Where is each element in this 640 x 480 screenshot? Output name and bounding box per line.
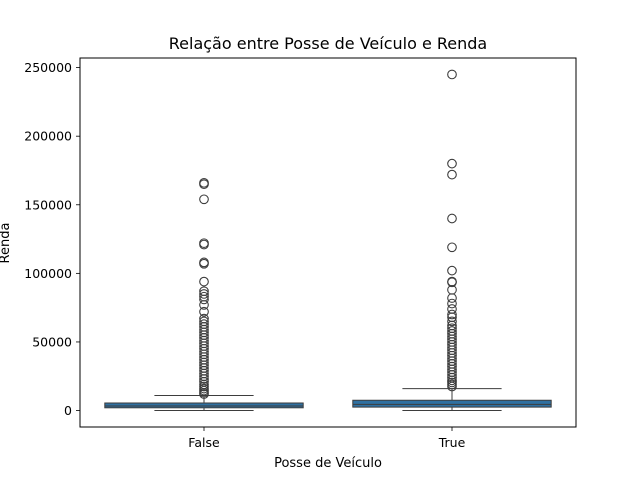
box-group-false: [104, 177, 304, 412]
outlier-point: [447, 213, 457, 224]
box-series: [104, 69, 552, 412]
outlier-point: [447, 316, 457, 327]
plot-frame: [79, 57, 577, 428]
outlier-point: [447, 370, 457, 380]
y-tick-label: 250000: [24, 60, 72, 75]
y-axis-label: Renda: [0, 223, 13, 264]
x-tick-label: True: [438, 435, 466, 450]
outlier-point: [447, 298, 457, 309]
outlier-point: [199, 300, 209, 310]
outlier-point: [199, 374, 209, 384]
y-tick-label: 200000: [24, 129, 72, 144]
y-tick-label: 100000: [24, 266, 72, 281]
outlier-point: [199, 389, 209, 399]
x-tick-label: False: [188, 435, 220, 450]
outlier-point: [199, 194, 209, 205]
outlier-point: [447, 293, 457, 303]
y-tick-label: 150000: [24, 197, 72, 212]
outlier-point: [199, 239, 209, 250]
outlier-point: [447, 242, 457, 253]
x-axis-label: Posse de Veículo: [274, 456, 382, 471]
chart-title: Relação entre Posse de Veículo e Renda: [169, 34, 487, 53]
y-tick-label: 0: [64, 403, 72, 418]
outlier-point: [447, 169, 457, 180]
outlier-point: [447, 158, 457, 169]
outlier-point: [447, 69, 457, 80]
x-axis: False True: [188, 427, 466, 450]
outlier-point: [199, 258, 209, 269]
outlier-point: [447, 309, 457, 320]
iqr-box: [352, 399, 552, 408]
outlier-point: [447, 265, 457, 276]
outlier-point: [199, 177, 209, 188]
y-tick-label: 50000: [32, 334, 72, 349]
outlier-point: [199, 276, 209, 287]
outlier-point: [447, 381, 457, 392]
outlier-point: [199, 289, 209, 299]
y-axis: 0 50000 100000 150000 200000 250000: [24, 60, 80, 418]
box-group-true: [352, 69, 552, 412]
outlier-point: [447, 277, 457, 288]
outlier-point: [199, 294, 209, 305]
iqr-box: [104, 402, 304, 409]
outlier-point: [199, 306, 209, 317]
